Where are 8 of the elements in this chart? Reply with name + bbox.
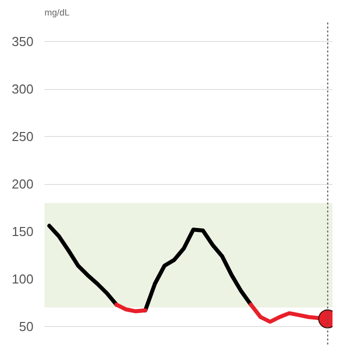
y-tick-label: 250 [12,129,34,144]
y-axis-title: mg/dL [44,8,70,18]
y-tick-label: 50 [19,319,34,334]
y-tick-label: 100 [12,272,34,286]
y-tick-label: 350 [12,34,34,49]
y-tick-label: 300 [12,82,34,96]
y-tick-label: 200 [12,176,34,192]
y-tick-label: 150 [12,224,34,239]
